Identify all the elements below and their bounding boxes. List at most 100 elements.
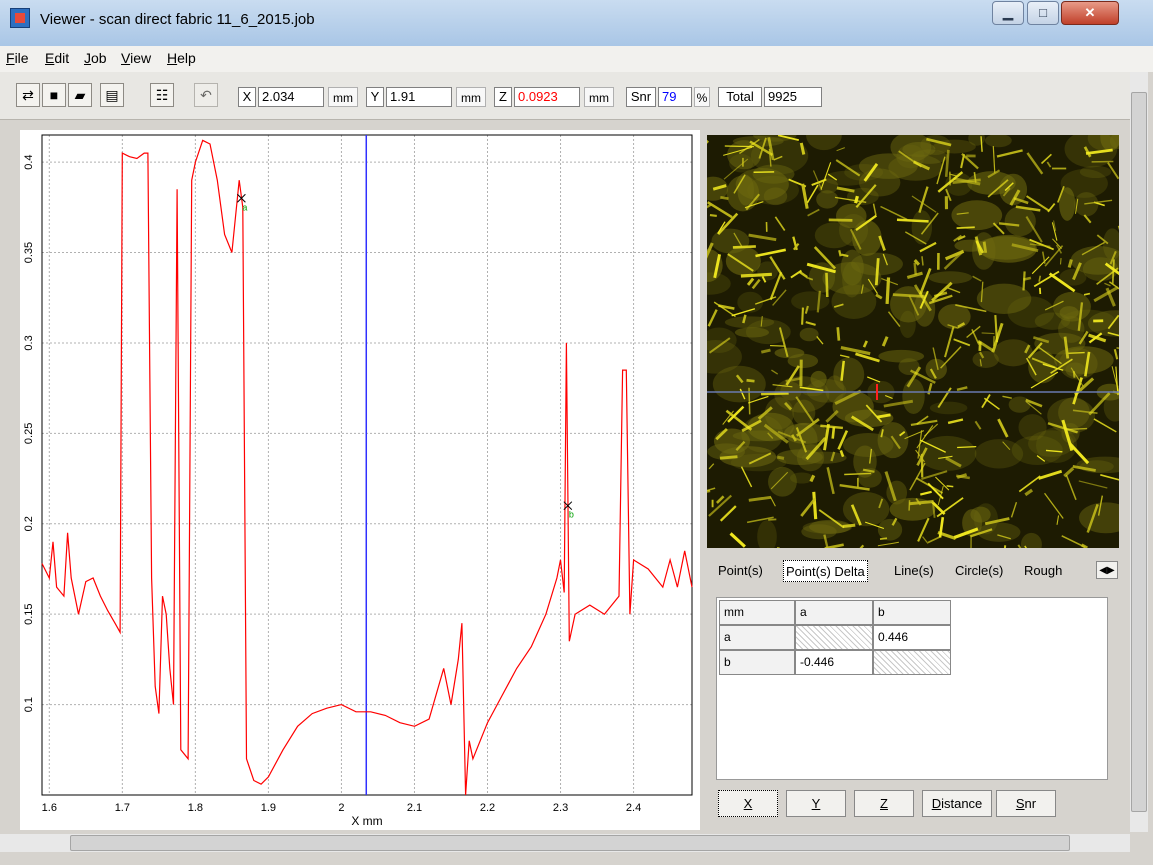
marker-cross <box>237 193 246 203</box>
fiber-stroke <box>879 537 888 540</box>
texture-blob <box>1047 397 1096 434</box>
fiber-stroke <box>771 369 779 375</box>
fiber-stroke <box>806 184 819 204</box>
fiber-stroke <box>929 368 937 379</box>
texture-blob <box>757 520 777 548</box>
table-header-cell: a <box>795 600 873 625</box>
fiber-stroke <box>1053 220 1057 232</box>
fiber-stroke <box>741 419 762 433</box>
menu-job[interactable]: Job <box>84 50 107 66</box>
horizontal-scrollbar[interactable] <box>0 834 1130 852</box>
vertical-scroll-thumb[interactable] <box>1131 92 1147 812</box>
properties-button[interactable]: ☷ <box>150 83 174 107</box>
texture-blob <box>902 141 936 158</box>
fiber-stroke <box>1072 371 1076 378</box>
x-button[interactable]: X <box>718 790 778 817</box>
fiber-stroke <box>956 212 969 215</box>
undo-button[interactable]: ↶ <box>194 83 218 107</box>
maximize-button[interactable]: □ <box>1027 1 1059 25</box>
texture-blob <box>843 432 894 458</box>
fiber-stroke <box>1113 349 1119 360</box>
fiber-stroke <box>806 262 836 274</box>
fiber-stroke <box>818 509 845 529</box>
fiber-stroke <box>1047 203 1056 213</box>
horizontal-scroll-thumb[interactable] <box>70 835 1070 851</box>
fiber-stroke <box>804 305 809 314</box>
distance-button[interactable]: Distance <box>922 790 992 817</box>
z-button[interactable]: Z <box>854 790 914 817</box>
save-button[interactable]: ■ <box>42 83 66 107</box>
height-map-svg[interactable] <box>707 135 1119 548</box>
tab-scroll-arrows[interactable]: ◀▶ <box>1096 561 1118 579</box>
fiber-stroke <box>1011 243 1039 253</box>
fiber-stroke <box>878 498 884 509</box>
texture-blob <box>840 249 864 286</box>
texture-blob <box>780 381 802 401</box>
menu-edit[interactable]: Edit <box>45 50 70 66</box>
close-button[interactable]: ✕ <box>1061 1 1119 25</box>
open-button[interactable]: ⇄ <box>16 83 40 107</box>
y-button[interactable]: Y <box>786 790 846 817</box>
minimize-button[interactable]: ▁ <box>992 1 1024 25</box>
fiber-stroke <box>791 434 797 442</box>
tab-lines[interactable]: Line(s) <box>894 563 934 578</box>
fiber-stroke <box>1048 272 1076 293</box>
texture-blob <box>816 190 839 209</box>
fiber-stroke <box>855 352 880 363</box>
menu-file[interactable]: File <box>6 50 29 66</box>
texture-blob <box>806 378 847 403</box>
fiber-stroke <box>860 284 864 294</box>
fiber-stroke <box>937 387 952 409</box>
maximize-icon: □ <box>1039 5 1047 20</box>
texture-blob <box>808 519 852 534</box>
profile-chart[interactable]: a b 1.6 1.7 1.8 1.9 2 2.1 2.2 2.3 2.4 0.1 0.15 0.2 0.… <box>20 130 700 830</box>
fiber-stroke <box>841 253 849 258</box>
open-file-button[interactable]: ▰ <box>68 83 92 107</box>
fiber-stroke <box>874 258 880 286</box>
fiber-stroke <box>947 287 961 294</box>
profile-chart-panel[interactable]: a b 1.6 1.7 1.8 1.9 2 2.1 2.2 2.3 2.4 0.1 0.15 0.2 0.… <box>20 130 700 830</box>
fiber-stroke <box>1038 275 1042 282</box>
texture-blob <box>727 140 762 170</box>
fiber-stroke <box>825 272 829 298</box>
fiber-stroke <box>992 222 1005 235</box>
fiber-stroke <box>1013 197 1029 205</box>
texture-blob <box>734 327 770 338</box>
print-button[interactable]: ▤ <box>100 83 124 107</box>
fiber-stroke <box>921 470 948 480</box>
texture-blob <box>1059 187 1076 221</box>
fiber-stroke <box>1078 330 1089 345</box>
fiber-stroke <box>800 497 817 517</box>
vertical-scrollbar[interactable] <box>1130 72 1148 832</box>
fiber-stroke <box>723 158 749 180</box>
fiber-stroke <box>849 228 862 250</box>
fiber-stroke <box>823 423 831 451</box>
fiber-stroke <box>1052 238 1062 249</box>
fiber-stroke <box>831 426 836 439</box>
snr-button[interactable]: Snr <box>996 790 1056 817</box>
fiber-stroke <box>920 212 939 235</box>
tab-points-delta[interactable]: Point(s) Delta <box>783 560 868 582</box>
fiber-stroke <box>919 439 947 453</box>
fiber-stroke <box>997 418 1009 438</box>
tab-rough[interactable]: Rough <box>1024 563 1063 578</box>
menu-help[interactable]: Help <box>167 50 196 66</box>
table-row-label: a <box>719 625 795 650</box>
fiber-stroke <box>830 451 836 462</box>
tab-circles[interactable]: Circle(s) <box>955 563 1004 578</box>
fiber-stroke <box>984 517 1010 526</box>
fiber-stroke <box>839 483 870 491</box>
fiber-stroke <box>1025 398 1043 408</box>
fiber-stroke <box>862 340 868 348</box>
height-map-image[interactable] <box>707 135 1119 548</box>
fiber-stroke <box>887 311 901 328</box>
x-tick-label: 2.1 <box>407 802 422 814</box>
menu-view[interactable]: View <box>121 50 152 66</box>
texture-blob <box>799 327 819 342</box>
fiber-stroke <box>1042 363 1064 371</box>
tab-points[interactable]: Point(s) <box>718 563 763 578</box>
y-label: Y <box>366 87 384 107</box>
texture-blob <box>1008 396 1031 413</box>
fiber-stroke <box>806 276 814 281</box>
fiber-stroke <box>906 366 922 388</box>
